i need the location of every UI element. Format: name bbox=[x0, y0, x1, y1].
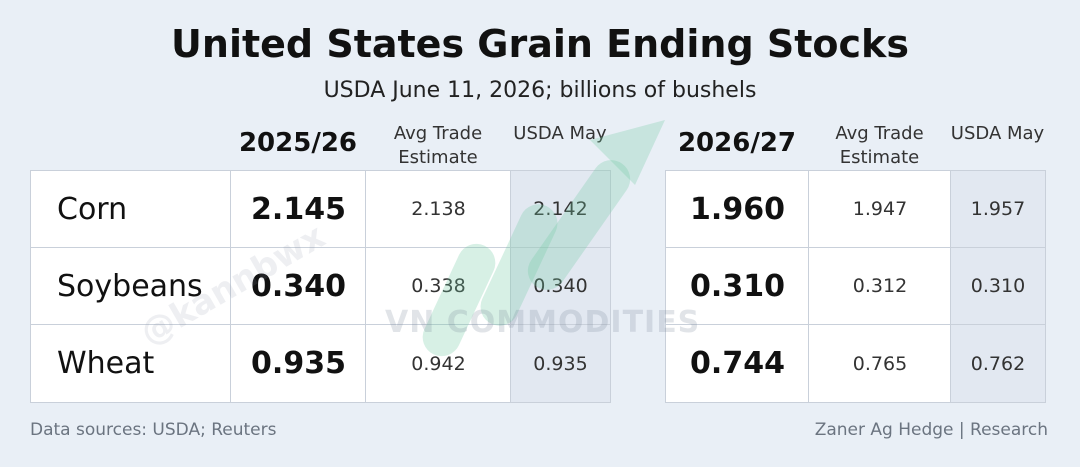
value: 2.138 bbox=[365, 170, 512, 248]
value: 0.312 bbox=[808, 247, 952, 325]
main-value: 0.935 bbox=[230, 324, 367, 403]
column-header: USDA May bbox=[513, 123, 607, 144]
main-value: 2.145 bbox=[230, 170, 367, 248]
column-header: Avg Trade Estimate bbox=[835, 123, 924, 168]
row-label: Corn bbox=[30, 170, 231, 248]
column-header: Avg Trade Estimate bbox=[393, 123, 483, 168]
main-value: 1.960 bbox=[665, 170, 810, 248]
subtitle: USDA June 11, 2026; billions of bushels bbox=[323, 78, 757, 103]
value: 0.340 bbox=[510, 247, 611, 325]
title: United States Grain Ending Stocks bbox=[171, 22, 909, 66]
value: 0.762 bbox=[950, 324, 1046, 403]
column-header: USDA May bbox=[950, 123, 1045, 144]
main-value: 0.744 bbox=[665, 324, 810, 403]
value: 1.957 bbox=[950, 170, 1046, 248]
period-header: 2026/27 bbox=[677, 128, 797, 158]
main-value: 0.340 bbox=[230, 247, 367, 325]
value: 2.142 bbox=[510, 170, 611, 248]
footer-source: Data sources: USDA; Reuters bbox=[30, 420, 277, 440]
row-label: Wheat bbox=[30, 324, 231, 403]
period-header: 2025/26 bbox=[238, 128, 358, 158]
footer-credit: Zaner Ag Hedge | Research bbox=[814, 420, 1048, 440]
value: 0.765 bbox=[808, 324, 952, 403]
value: 0.935 bbox=[510, 324, 611, 403]
watermark: VN COMMODITIES bbox=[385, 305, 701, 340]
value: 0.942 bbox=[365, 324, 512, 403]
value: 0.310 bbox=[950, 247, 1046, 325]
value: 1.947 bbox=[808, 170, 952, 248]
